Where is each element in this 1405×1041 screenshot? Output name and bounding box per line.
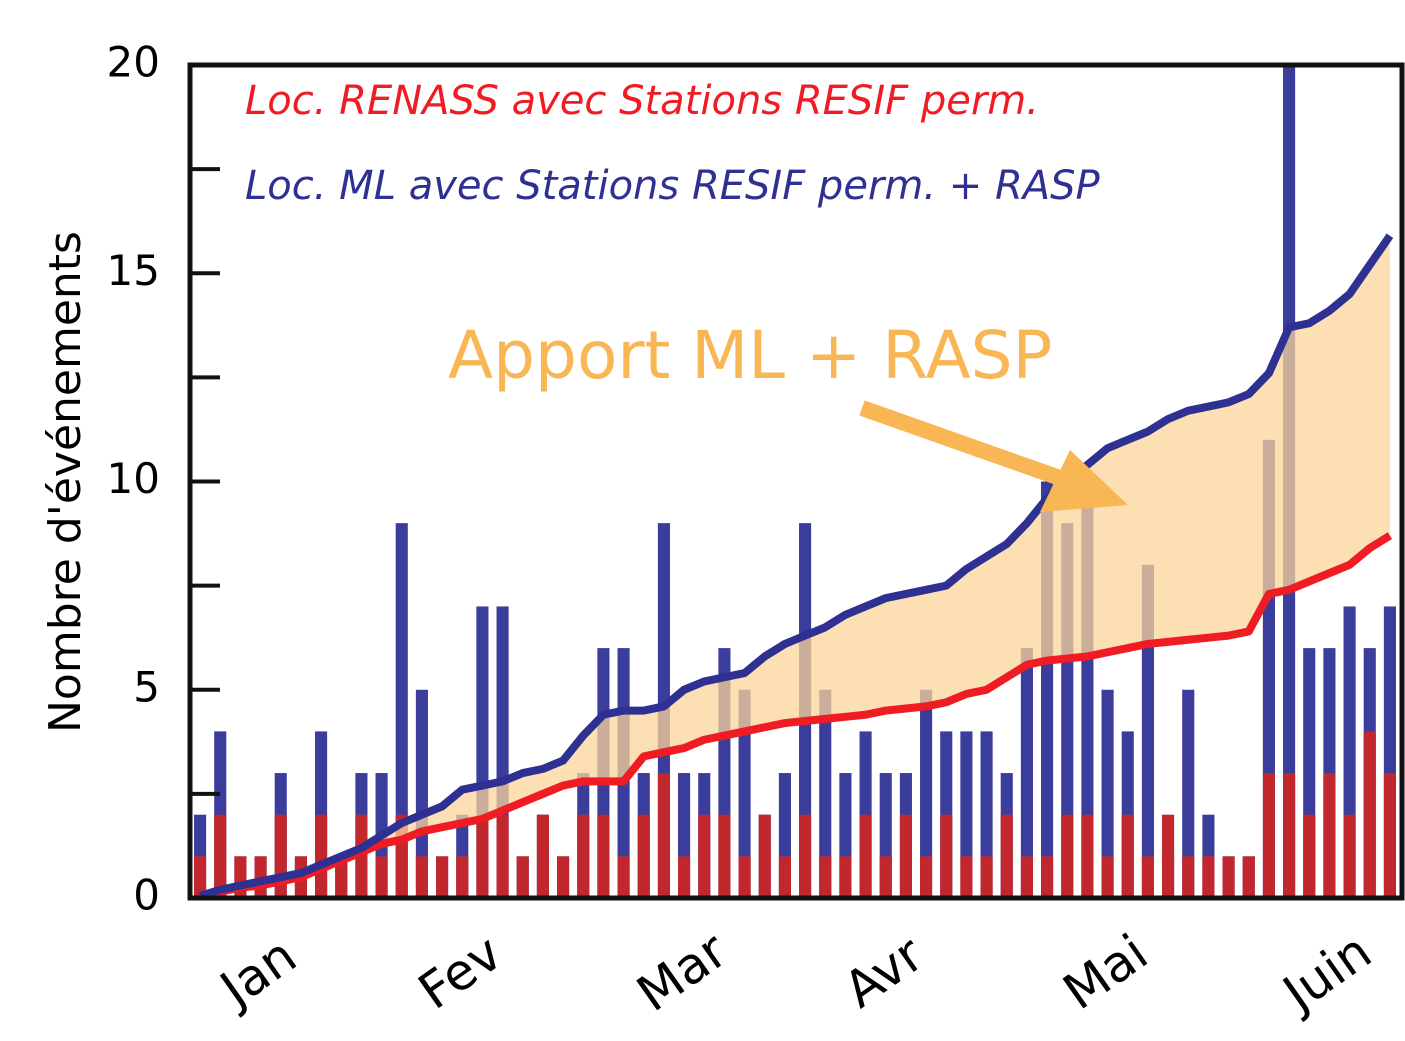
bar [375, 856, 388, 898]
bar [799, 814, 812, 898]
bar [476, 814, 489, 898]
bar [899, 814, 912, 898]
bar [1101, 689, 1114, 898]
legend-entry: Loc. RENASS avec Stations RESIF perm. [245, 78, 1039, 124]
bar [819, 856, 832, 898]
bar [1020, 856, 1033, 898]
bar [637, 814, 650, 898]
bar [496, 814, 509, 898]
bar [1081, 814, 1094, 898]
bar [557, 856, 570, 898]
bar [1262, 773, 1275, 898]
annotation-arrow [859, 400, 1128, 512]
bar [1242, 856, 1255, 898]
bar [516, 856, 529, 898]
bar [214, 814, 227, 898]
line [198, 233, 1394, 898]
bar [657, 773, 670, 898]
bar [778, 856, 791, 898]
bar [920, 856, 933, 898]
y-tick-label: 0 [133, 871, 160, 920]
bar [194, 856, 207, 898]
bar [1222, 856, 1235, 898]
line [199, 532, 1393, 898]
y-tick-label: 5 [133, 662, 160, 711]
bar [839, 856, 852, 898]
bar [1343, 814, 1356, 898]
legend-entry: Loc. ML avec Stations RESIF perm. + RASP [245, 163, 1101, 209]
bar [536, 814, 549, 898]
bar [1020, 648, 1033, 898]
bar [718, 814, 731, 898]
bar [456, 856, 469, 898]
bar [1363, 731, 1376, 898]
bar [415, 689, 428, 898]
bar [597, 814, 610, 898]
bar [1182, 856, 1195, 898]
x-tick-label: Juin [1271, 922, 1382, 1024]
bar [960, 856, 973, 898]
bar [315, 814, 328, 898]
bar [738, 689, 751, 898]
bar [819, 689, 832, 898]
y-tick-label: 15 [107, 246, 160, 295]
bar [1101, 856, 1114, 898]
bar [738, 856, 751, 898]
bar [1121, 814, 1134, 898]
bar [395, 523, 408, 898]
bar [859, 814, 872, 898]
bar [678, 856, 691, 898]
bar [698, 814, 711, 898]
bar [980, 856, 993, 898]
bar [1162, 814, 1175, 898]
bar [920, 689, 933, 898]
bar [1061, 814, 1074, 898]
bar [436, 856, 449, 898]
bar [1000, 814, 1013, 898]
bar [1141, 856, 1154, 898]
bar [335, 856, 348, 898]
x-tick-label: Jan [208, 926, 307, 1019]
x-tick-label: Avr [834, 925, 934, 1019]
y-tick-label: 10 [107, 454, 160, 503]
bar [879, 856, 892, 898]
plot-area [194, 65, 1396, 898]
y-axis-label: Nombre d'événements [40, 231, 91, 733]
annotation: Apport ML + RASP [448, 317, 1052, 394]
x-tick-label: Mar [627, 921, 738, 1023]
x-tick-label: Fev [408, 924, 512, 1021]
bar [1283, 773, 1296, 898]
bar [940, 814, 953, 898]
bar [1383, 773, 1396, 898]
bar [1182, 689, 1195, 898]
x-tick-label: Mai [1053, 923, 1158, 1021]
bar [577, 814, 590, 898]
bar [1323, 773, 1336, 898]
y-tick-label: 20 [107, 38, 160, 87]
bar [617, 856, 630, 898]
bar [1202, 856, 1215, 898]
gain-area [200, 235, 1390, 896]
bar [1303, 814, 1316, 898]
bar [415, 856, 428, 898]
bar [1041, 856, 1054, 898]
bar [758, 814, 771, 898]
